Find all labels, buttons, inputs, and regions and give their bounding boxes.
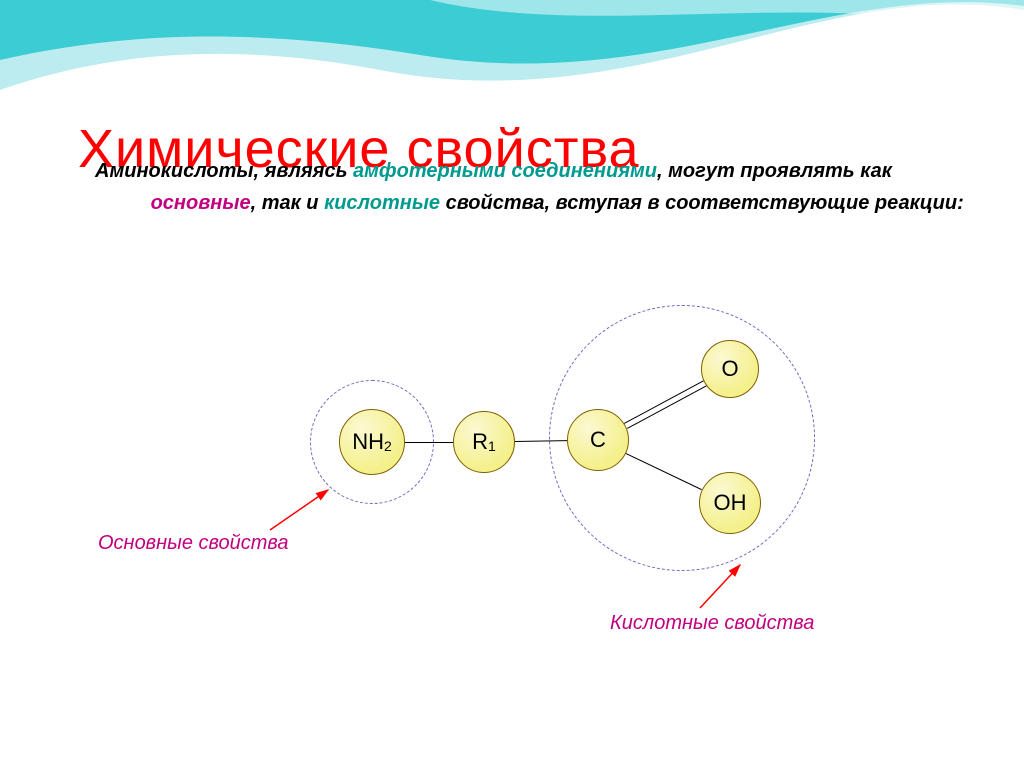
node-subscript: 2: [384, 438, 392, 454]
slide: Химические свойства Аминокислоты, являяс…: [0, 0, 1024, 767]
annotation-label-basic-label: Основные свойства: [98, 532, 289, 555]
node-label: C: [590, 427, 606, 453]
node-c: C: [567, 409, 629, 471]
node-r1: R1: [453, 411, 515, 473]
node-subscript: 1: [488, 438, 496, 454]
bond-nh2-r1: [405, 442, 453, 443]
node-label: O: [721, 356, 738, 382]
node-o: O: [701, 340, 759, 398]
node-label: NH: [352, 429, 384, 455]
node-label: OH: [714, 490, 747, 516]
amino-acid-diagram: NH2 R1 C O OH Основные свойства Кислотные свой…: [0, 0, 1024, 767]
node-label: R: [472, 429, 488, 455]
node-nh2: NH2: [339, 409, 405, 475]
annotation-arrow-acidic-label: [688, 553, 752, 620]
node-oh: OH: [699, 472, 761, 534]
annotation-label-acidic-label: Кислотные свойства: [610, 612, 814, 635]
